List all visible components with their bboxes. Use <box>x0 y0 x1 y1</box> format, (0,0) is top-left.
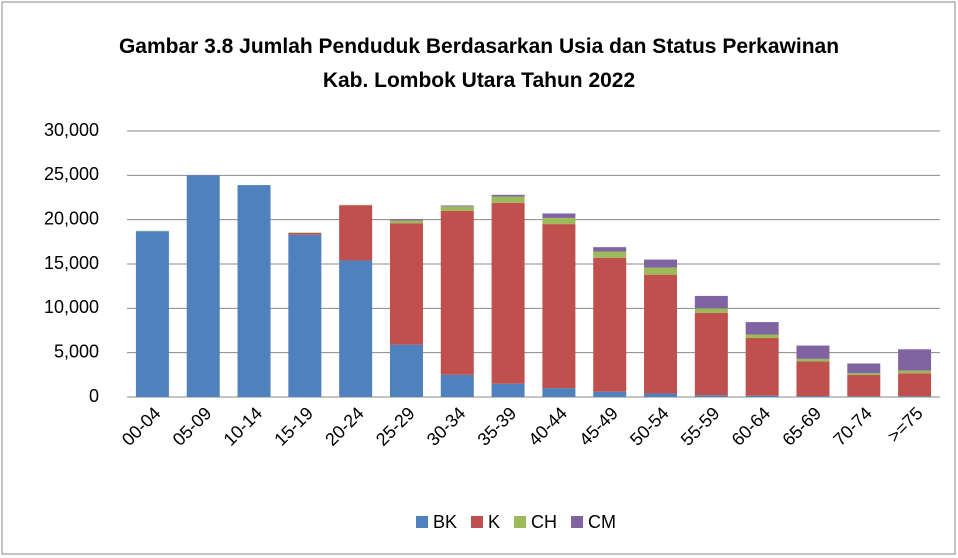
bar-segment <box>847 363 881 374</box>
y-tick-label: 20,000 <box>44 208 99 228</box>
bar-segment <box>440 210 474 375</box>
bar-segment <box>491 202 525 384</box>
legend-label: BK <box>433 512 457 532</box>
bar-segment <box>186 175 220 397</box>
bar-segment <box>440 205 474 207</box>
bar-segment <box>593 247 627 252</box>
bar-segment <box>288 234 322 397</box>
bar-segment <box>491 196 525 203</box>
bar-segment <box>796 358 830 362</box>
bar-segment <box>898 370 932 374</box>
bar-segment <box>339 205 373 261</box>
bar-segment <box>389 220 423 224</box>
y-tick-label: 0 <box>89 386 99 406</box>
bar-segment <box>847 373 881 376</box>
bar-segment <box>694 395 728 397</box>
bar-segment <box>694 308 728 313</box>
bar-segment <box>542 213 576 218</box>
bar-segment <box>491 194 525 197</box>
bar-segment <box>796 396 830 397</box>
bar-segment <box>745 395 779 397</box>
bar-segment <box>542 388 576 397</box>
bar-segment <box>898 396 932 397</box>
bar-segment <box>745 322 779 335</box>
bar-segment <box>796 361 830 397</box>
bar-segment <box>440 374 474 397</box>
bar-segment <box>847 396 881 397</box>
bar-segment <box>542 224 576 389</box>
bar-segment <box>745 334 779 339</box>
bar-segment <box>339 260 373 397</box>
chart-title: Gambar 3.8 Jumlah Penduduk Berdasarkan U… <box>118 35 840 92</box>
legend-swatch <box>471 516 484 528</box>
bar-segment <box>440 206 474 211</box>
y-tick-label: 5,000 <box>54 341 99 361</box>
bar-segment <box>593 257 627 392</box>
bar-segment <box>593 391 627 397</box>
legend-swatch <box>571 516 584 528</box>
bar-segment <box>644 393 678 397</box>
bar-segment <box>389 344 423 397</box>
bar-segment <box>644 259 678 268</box>
bar-segment <box>898 373 932 397</box>
y-tick-label: 15,000 <box>44 253 99 273</box>
bar-segment <box>694 295 728 309</box>
bar-segment <box>542 217 576 225</box>
y-tick-label: 10,000 <box>44 297 99 317</box>
legend-swatch <box>514 516 527 528</box>
bar-segment <box>644 274 678 394</box>
bar-segment <box>847 375 881 397</box>
bar-segment <box>796 345 830 359</box>
bar-segment <box>389 219 423 221</box>
bar-segment <box>389 223 423 345</box>
legend-label: K <box>488 512 500 532</box>
legend-label: CM <box>588 512 616 532</box>
bar-segment <box>745 338 779 396</box>
bar-segment <box>491 383 525 397</box>
bar-segment <box>644 267 678 275</box>
bar-segment <box>135 231 169 397</box>
legend-swatch <box>416 516 428 528</box>
legend-label: CH <box>531 512 557 532</box>
bar-segment <box>898 349 932 371</box>
bar-segment <box>288 232 322 235</box>
y-tick-label: 25,000 <box>44 164 99 184</box>
bar-segment <box>694 312 728 396</box>
bar-segment <box>593 251 627 258</box>
y-tick-label: 30,000 <box>44 120 99 140</box>
bar-segment <box>237 185 271 397</box>
